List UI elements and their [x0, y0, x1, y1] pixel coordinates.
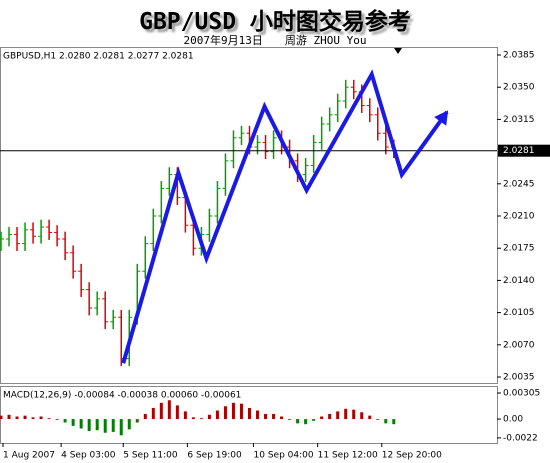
macd-bar — [55, 419, 59, 420]
x-tick-label: 4 Sep 03:00 — [61, 451, 116, 461]
macd-bar — [376, 419, 380, 420]
x-tick-label: 10 Sep 04:00 — [254, 451, 314, 461]
macd-bar — [151, 407, 155, 420]
y-tick-label: 2.0070 — [503, 340, 535, 350]
last-price-box — [498, 144, 550, 157]
period-marker — [394, 48, 402, 54]
price-panel — [0, 47, 498, 384]
x-tick-label: 1 Aug 2007 — [3, 451, 55, 461]
macd-bar — [79, 419, 83, 429]
macd-bar — [71, 419, 75, 426]
macd-bar — [111, 419, 115, 432]
macd-bar — [272, 413, 276, 420]
chart-subtitle: 2007年9月13日 周游 ZHOU You — [183, 34, 367, 47]
macd-bar — [304, 419, 308, 425]
y-tick-label: 2.0140 — [503, 276, 535, 286]
y-tick-label: 2.0350 — [503, 83, 535, 93]
y-tick-label: 2.0105 — [503, 308, 535, 318]
macd-bar — [199, 418, 203, 420]
macd-bar — [15, 416, 19, 420]
macd-bar — [39, 416, 43, 420]
y-tick-label: -0.0022 — [503, 433, 538, 443]
macd-bar — [231, 402, 235, 420]
macd-bar — [344, 408, 348, 420]
macd-bar — [183, 411, 187, 420]
y-tick-label: 2.0245 — [503, 179, 535, 189]
macd-bar — [239, 403, 243, 420]
macd-bar — [87, 419, 91, 432]
macd-bar — [215, 410, 219, 420]
macd-bar — [127, 419, 131, 430]
y-tick-label: 0.00305 — [503, 389, 540, 399]
macd-bar — [47, 418, 51, 420]
macd-bar — [368, 415, 372, 420]
zigzag-arrowhead — [434, 110, 449, 126]
zigzag-line — [121, 69, 449, 364]
macd-bar — [392, 419, 396, 425]
macd-bar — [336, 411, 340, 420]
x-tick-label: 11 Sep 12:00 — [318, 451, 378, 461]
macd-bar — [103, 419, 107, 433]
macd-bar — [384, 419, 388, 424]
macd-bar — [191, 417, 195, 420]
macd-bar — [159, 402, 163, 420]
macd-header: MACD(12,26,9) -0.00084 -0.00038 0.00060 … — [3, 391, 241, 401]
macd-bar — [320, 416, 324, 420]
macd-bar — [360, 412, 364, 420]
macd-bar — [223, 406, 227, 420]
macd-bar — [0, 415, 3, 420]
macd-bar — [175, 405, 179, 420]
y-tick-label: 0.00 — [503, 415, 523, 425]
macd-bar — [296, 419, 300, 424]
macd-bar — [312, 419, 316, 421]
x-tick-label: 5 Sep 11:00 — [123, 451, 178, 461]
x-tick-label: 6 Sep 19:00 — [187, 451, 242, 461]
macd-bar — [264, 413, 268, 420]
y-tick-label: 2.0385 — [503, 51, 535, 61]
macd-bar — [95, 419, 99, 431]
macd-bar — [328, 413, 332, 420]
macd-bar — [248, 407, 251, 420]
macd-bar — [288, 419, 292, 420]
macd-bar — [63, 419, 67, 423]
last-price-label: 2.0281 — [503, 146, 535, 156]
chart-title: GBP/USD 小时图交易参考 — [139, 9, 411, 35]
price-header: GBPUSD,H1 2.0280 2.0281 2.0277 2.0281 — [3, 52, 194, 62]
macd-bar — [256, 410, 260, 420]
y-tick-label: 2.0315 — [503, 115, 535, 125]
macd-bar — [143, 413, 147, 420]
y-tick-label: 2.0175 — [503, 244, 535, 254]
macd-bar — [7, 414, 11, 420]
y-tick-label: 2.0210 — [503, 212, 535, 222]
macd-bar — [119, 419, 123, 436]
y-tick-label: 2.0035 — [503, 373, 535, 383]
macd-bar — [23, 415, 27, 420]
macd-bar — [352, 409, 356, 420]
macd-bar — [207, 414, 211, 420]
x-tick-label: 12 Sep 20:00 — [382, 451, 442, 461]
macd-bar — [31, 417, 35, 420]
macd-bar — [135, 419, 139, 423]
macd-bar — [280, 416, 284, 420]
macd-bar — [167, 400, 171, 420]
